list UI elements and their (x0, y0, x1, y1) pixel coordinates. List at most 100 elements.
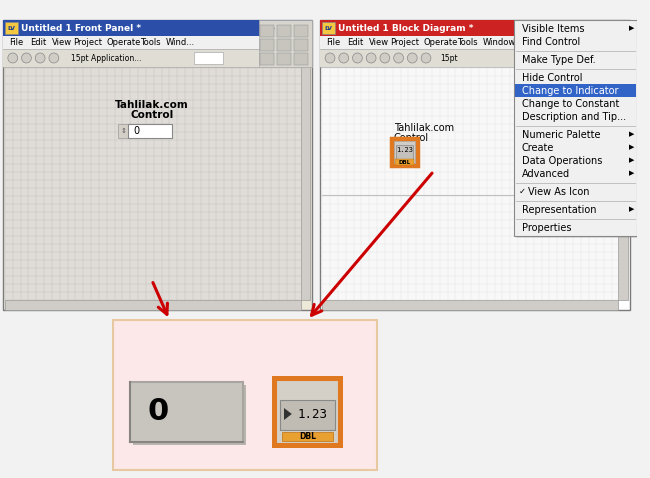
Bar (597, 25, 610, 37)
Text: 1.23: 1.23 (396, 147, 413, 153)
Circle shape (421, 53, 431, 63)
Circle shape (35, 53, 45, 63)
Text: Help: Help (513, 38, 532, 47)
Text: Representation: Representation (522, 205, 597, 215)
Text: View As Icon: View As Icon (528, 186, 590, 196)
Bar (391, 138, 418, 166)
Text: Tools: Tools (458, 38, 478, 47)
Bar (281, 23, 294, 34)
Bar (280, 400, 335, 430)
Bar (582, 23, 597, 34)
Text: Control: Control (394, 133, 429, 143)
Text: ⇕: ⇕ (120, 128, 126, 134)
Text: Tahlilak.com: Tahlilak.com (115, 100, 188, 110)
Bar (112, 320, 377, 470)
Text: ❑: ❑ (285, 26, 291, 31)
Text: Data Operations: Data Operations (522, 155, 603, 165)
Bar (613, 53, 626, 65)
Bar (297, 23, 311, 34)
Text: LV: LV (7, 25, 15, 31)
Text: View: View (369, 38, 389, 47)
Bar (294, 25, 307, 37)
Circle shape (408, 53, 417, 63)
Bar (5, 300, 301, 310)
Circle shape (21, 53, 31, 63)
Bar (5, 67, 301, 300)
Text: Hide Control: Hide Control (522, 73, 582, 83)
Bar (614, 23, 628, 34)
Bar (265, 23, 279, 34)
Text: Operate: Operate (107, 38, 141, 47)
Bar (277, 53, 291, 65)
Bar (128, 124, 172, 138)
Bar (597, 53, 610, 65)
Text: Untitled 1 Block Diagram *: Untitled 1 Block Diagram * (338, 23, 473, 33)
Bar (301, 67, 311, 300)
Bar (5, 22, 18, 34)
Bar (597, 39, 610, 51)
Text: ▶: ▶ (629, 144, 634, 151)
Text: Wind...: Wind... (166, 38, 195, 47)
Text: Untitled 1 Front Panel *: Untitled 1 Front Panel * (21, 23, 140, 33)
Text: Tools: Tools (140, 38, 161, 47)
Text: —: — (269, 26, 276, 31)
Bar (261, 25, 274, 37)
Bar (322, 22, 335, 34)
Bar (515, 84, 636, 97)
Text: LV: LV (324, 25, 333, 31)
Circle shape (352, 53, 362, 63)
Text: Make Type Def.: Make Type Def. (522, 54, 595, 65)
Text: Operate: Operate (424, 38, 458, 47)
Text: —: — (586, 26, 593, 31)
Bar (320, 20, 630, 36)
Bar (294, 53, 307, 65)
Text: ✕: ✕ (618, 26, 623, 31)
Bar (514, 20, 636, 236)
Text: ▶: ▶ (629, 206, 634, 213)
Bar (272, 376, 343, 448)
Text: DBL: DBL (299, 432, 316, 441)
Text: 0: 0 (147, 398, 168, 426)
Bar (595, 20, 630, 67)
Bar (261, 53, 274, 65)
Polygon shape (284, 408, 292, 420)
Bar (394, 141, 415, 163)
Circle shape (380, 53, 390, 63)
Bar (259, 20, 313, 67)
Text: ▶: ▶ (629, 25, 634, 32)
Text: Numeric Palette: Numeric Palette (522, 130, 601, 140)
Bar (516, 22, 638, 238)
Text: 15pt: 15pt (439, 54, 458, 63)
Text: Control: Control (130, 110, 174, 120)
Circle shape (394, 53, 404, 63)
Bar (322, 67, 618, 300)
Text: Visible Items: Visible Items (522, 23, 584, 33)
Circle shape (339, 53, 348, 63)
Bar (3, 36, 313, 49)
Text: ❑: ❑ (603, 26, 608, 31)
Text: Change to Constant: Change to Constant (522, 98, 619, 109)
Text: 15pt Application...: 15pt Application... (72, 54, 142, 63)
Text: Edit: Edit (30, 38, 46, 47)
Bar (320, 49, 630, 67)
Text: Description and Tip...: Description and Tip... (522, 111, 626, 121)
Text: Properties: Properties (522, 222, 571, 232)
Bar (261, 39, 274, 51)
Bar (133, 385, 246, 445)
Text: Create: Create (522, 142, 554, 152)
Text: Change to Indicator: Change to Indicator (522, 86, 618, 96)
Bar (320, 20, 630, 310)
Circle shape (325, 53, 335, 63)
Text: 0: 0 (133, 126, 139, 136)
Circle shape (366, 53, 376, 63)
Bar (3, 20, 313, 36)
Text: Project: Project (73, 38, 102, 47)
Text: DBL: DBL (398, 160, 411, 164)
Text: File: File (9, 38, 23, 47)
Bar (294, 39, 307, 51)
Bar (194, 52, 224, 64)
Bar (130, 382, 243, 442)
Text: 1.23: 1.23 (298, 409, 328, 422)
Text: View: View (51, 38, 72, 47)
Bar (276, 380, 339, 444)
